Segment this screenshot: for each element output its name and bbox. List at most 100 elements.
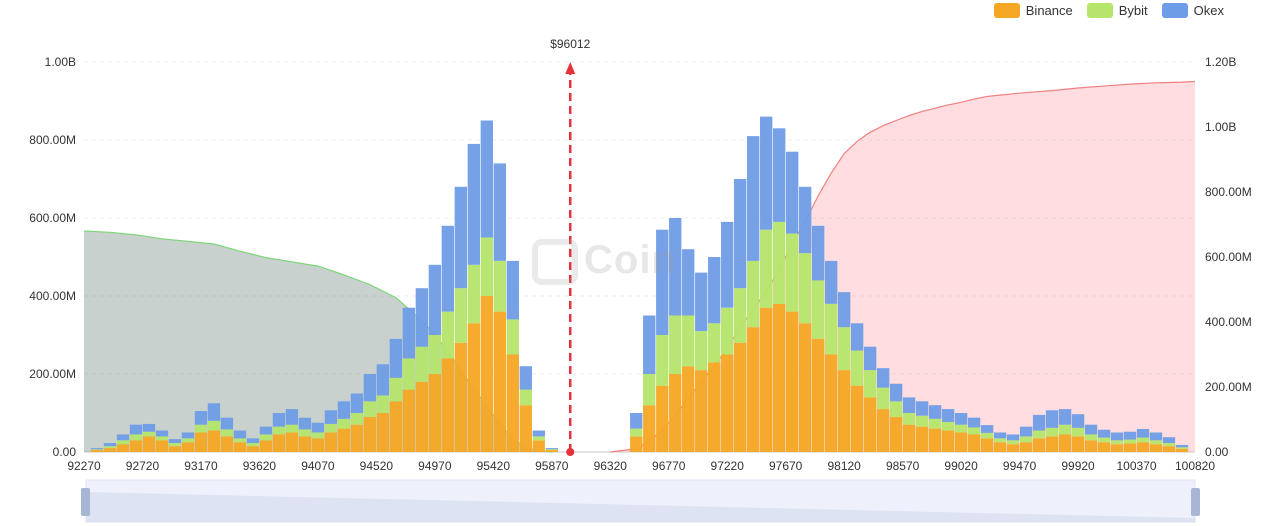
bar-bybit <box>389 377 403 402</box>
bar-okex <box>142 423 156 432</box>
bar-bybit <box>142 431 156 437</box>
bar-bybit <box>480 237 493 296</box>
x-tick-label: 94970 <box>418 459 452 473</box>
bar-binance <box>103 448 117 452</box>
bar-okex <box>259 426 273 435</box>
y-left-tick-label: 600.00M <box>29 211 76 225</box>
bar-okex <box>682 249 695 316</box>
bar-binance <box>656 385 669 452</box>
bar-bybit <box>337 418 351 429</box>
bar-binance <box>506 354 519 452</box>
bar-binance <box>467 323 480 452</box>
bar-binance <box>993 442 1007 452</box>
legend-swatch-bybit <box>1086 3 1113 18</box>
bar-bybit <box>350 413 364 425</box>
bar-okex <box>350 393 364 413</box>
bar-okex <box>389 338 403 378</box>
y-right-tick-label: 0.00 <box>1205 445 1229 459</box>
bar-okex <box>876 368 890 388</box>
bar-binance <box>786 311 799 452</box>
y-right-tick-label: 1.20B <box>1205 55 1236 69</box>
zoom-slider-left-handle <box>81 488 90 516</box>
x-tick-label: 94070 <box>301 459 335 473</box>
bar-binance <box>272 434 286 452</box>
bar-binance <box>389 401 403 452</box>
legend-label-binance: Binance <box>1025 3 1073 18</box>
bar-okex <box>695 272 708 332</box>
bar-binance <box>90 450 104 452</box>
bar-bybit <box>954 424 968 433</box>
bar-binance <box>129 440 143 452</box>
bar-bybit <box>168 443 182 447</box>
legend-item-binance[interactable]: Binance <box>993 3 1073 18</box>
legend-item-okex[interactable]: Okex <box>1161 3 1224 18</box>
bar-bybit <box>876 387 890 410</box>
bar-binance <box>630 436 643 452</box>
zoom-slider-right-handle <box>1191 488 1200 516</box>
bar-binance <box>889 416 903 452</box>
bar-okex <box>850 323 864 351</box>
bar-binance <box>1162 446 1176 452</box>
legend-item-bybit[interactable]: Bybit <box>1086 3 1148 18</box>
bar-okex <box>708 257 721 324</box>
y-right-tick-label: 800.00M <box>1205 185 1252 199</box>
bar-binance <box>669 374 682 452</box>
bar-binance <box>734 342 747 452</box>
bar-binance <box>493 311 506 452</box>
x-tick-label: 92270 <box>67 459 101 473</box>
y-right-tick-label: 200.00M <box>1205 380 1252 394</box>
bar-binance <box>311 438 325 452</box>
x-tick-label: 100820 <box>1175 459 1215 473</box>
bar-okex <box>915 401 929 416</box>
bar-okex <box>311 422 325 433</box>
bar-bybit <box>915 415 929 427</box>
current-price-arrow-icon <box>565 62 576 74</box>
bar-binance <box>1175 448 1189 452</box>
y-left-tick-label: 400.00M <box>29 289 76 303</box>
bar-bybit <box>155 436 169 441</box>
bar-okex <box>1110 432 1124 441</box>
bar-binance <box>1097 442 1111 452</box>
bar-binance <box>1110 444 1124 452</box>
bar-okex <box>428 264 442 335</box>
liquidation-bars <box>90 116 1189 452</box>
bar-binance <box>454 342 468 452</box>
bar-bybit <box>415 346 429 382</box>
bar-bybit <box>811 280 825 339</box>
bar-okex <box>454 186 468 289</box>
bar-okex <box>493 163 506 261</box>
bar-okex <box>467 143 480 265</box>
x-tick-label: 99920 <box>1061 459 1095 473</box>
bar-bybit <box>311 432 325 439</box>
bar-bybit <box>181 438 195 443</box>
zoom-slider[interactable] <box>81 479 1200 523</box>
bar-okex <box>363 374 377 402</box>
legend-label-bybit: Bybit <box>1118 3 1148 18</box>
bar-binance <box>415 381 429 452</box>
bar-bybit <box>207 420 221 431</box>
bar-bybit <box>889 401 903 417</box>
bar-binance <box>1058 434 1072 452</box>
x-tick-label: 98120 <box>827 459 861 473</box>
bar-binance <box>1149 444 1163 452</box>
bar-okex <box>376 364 390 396</box>
bar-okex <box>1097 429 1111 438</box>
bar-binance <box>747 327 760 452</box>
bar-binance <box>194 432 208 452</box>
bar-okex <box>272 413 286 427</box>
bar-okex <box>1071 414 1085 428</box>
bar-bybit <box>682 315 695 367</box>
bar-bybit <box>928 418 942 429</box>
bar-binance <box>928 428 942 452</box>
bar-bybit <box>1149 440 1163 445</box>
bar-bybit <box>233 438 247 443</box>
bar-okex <box>129 424 143 435</box>
bar-okex <box>207 403 221 421</box>
bar-okex <box>1084 424 1098 435</box>
bar-okex <box>519 366 532 390</box>
bar-bybit <box>1019 436 1033 443</box>
bar-binance <box>954 432 968 452</box>
bar-bybit <box>259 434 273 441</box>
bar-binance <box>824 354 838 452</box>
bar-bybit <box>90 449 104 451</box>
